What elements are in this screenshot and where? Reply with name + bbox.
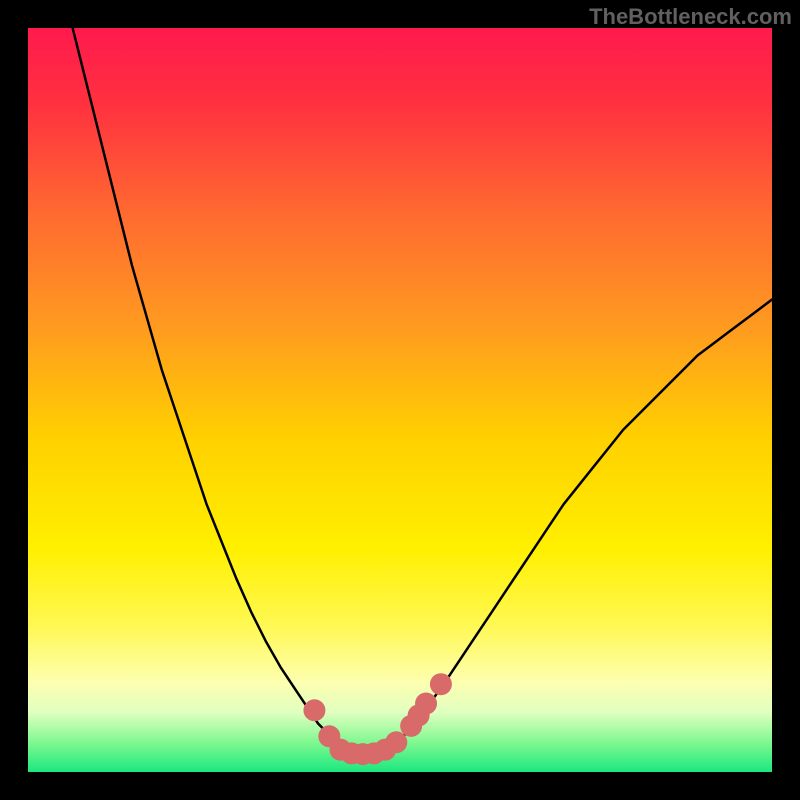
curve-marker	[303, 699, 325, 721]
chart-container: TheBottleneck.com	[0, 0, 800, 800]
chart-svg	[28, 28, 772, 772]
curve-marker	[385, 731, 407, 753]
curve-marker	[430, 673, 452, 695]
gradient-background	[28, 28, 772, 772]
watermark-label: TheBottleneck.com	[589, 4, 792, 30]
curve-marker	[415, 693, 437, 715]
plot-area	[28, 28, 772, 772]
